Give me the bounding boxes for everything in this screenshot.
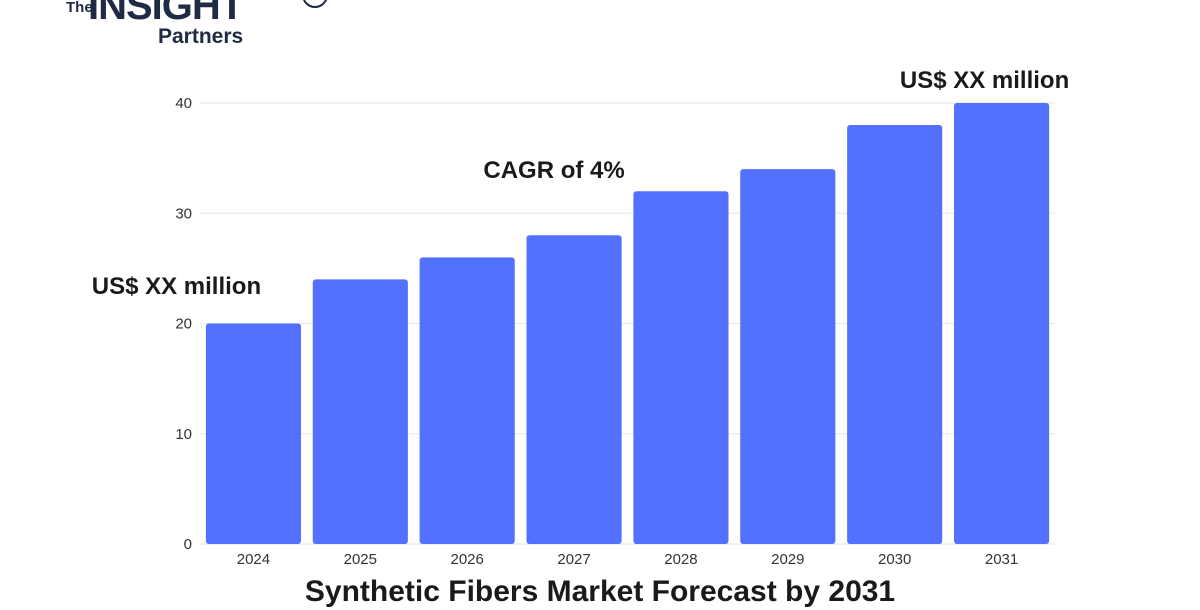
company-logo: The INSIGHT Partners [66,0,328,52]
y-tick-label: 40 [175,95,192,112]
x-tick-label: 2025 [344,551,377,568]
bar [205,323,301,544]
x-tick-label: 2024 [237,551,270,568]
x-tick-label: 2027 [557,551,590,568]
y-tick-label: 30 [175,205,192,222]
y-tick-label: 20 [175,316,192,333]
y-tick-label: 0 [184,536,192,553]
x-tick-label: 2030 [878,551,911,568]
bar [740,169,836,544]
bar [954,103,1050,544]
chart-title: Synthetic Fibers Market Forecast by 2031 [304,575,896,608]
bar [526,235,622,545]
annotation-label: CAGR of 4% [483,157,624,184]
x-tick-label: 2028 [664,551,697,568]
annotations: US$ XX million CAGR of 4% US$ XX million [92,67,1070,300]
x-tick-label: 2029 [771,551,804,568]
annotation-label: US$ XX million [900,67,1069,94]
y-axis-ticks: 0 10 20 30 40 [175,95,192,553]
bar [847,125,943,545]
bar [633,191,729,544]
logo-partners: Partners [158,25,244,48]
y-tick-label: 10 [175,426,192,443]
x-tick-label: 2026 [451,551,484,568]
annotation-label: US$ XX million [92,273,261,300]
logo-the: The [66,0,93,16]
x-tick-label: 2031 [985,551,1018,568]
logo-insight: INSIGHT [88,0,244,28]
x-axis-ticks: 2024 2025 2026 2027 2028 2029 2030 2031 [237,551,1019,568]
bars [205,103,1050,545]
bar [419,257,515,544]
bar [312,279,408,544]
